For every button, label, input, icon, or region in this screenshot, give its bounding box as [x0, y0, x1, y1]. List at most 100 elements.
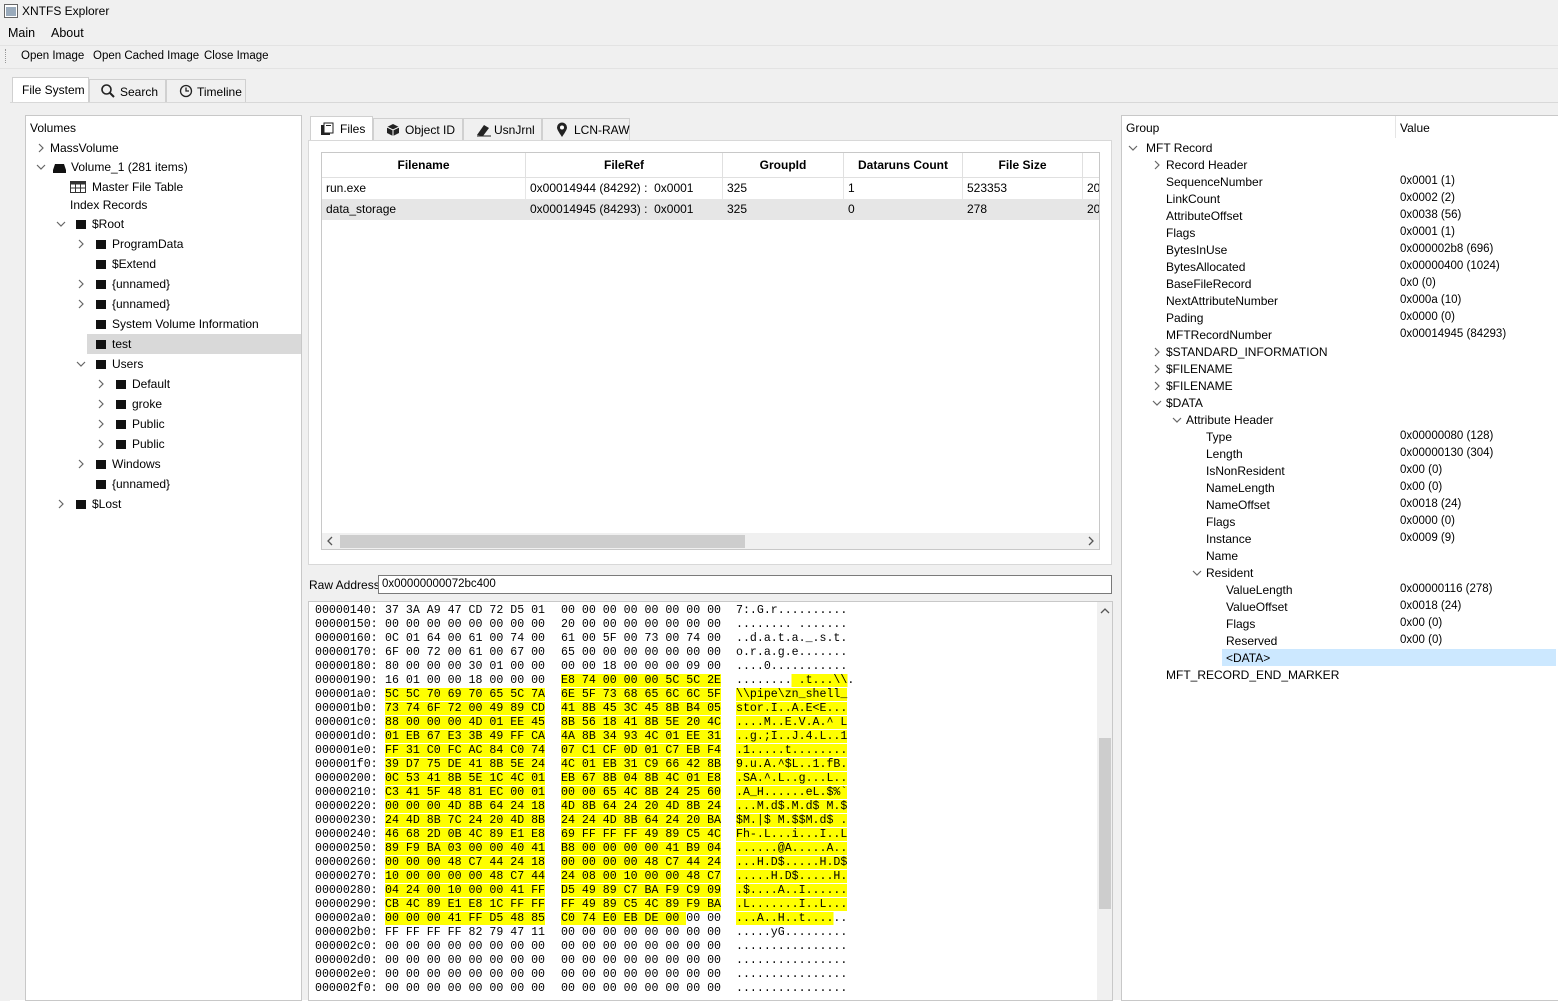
tab-object-id[interactable]: Object ID	[373, 118, 463, 141]
expand-arrow-open[interactable]	[1192, 568, 1202, 578]
expand-arrow-open[interactable]	[56, 219, 66, 229]
tree-node-label[interactable]: System Volume Information	[112, 317, 259, 331]
record-label[interactable]: NameOffset	[1206, 498, 1270, 512]
tree-node-label[interactable]: Master File Table	[92, 180, 184, 194]
tree-node-label[interactable]: MassVolume	[50, 141, 119, 155]
record-label[interactable]: Name	[1206, 549, 1239, 563]
tree-node-label[interactable]: Volume_1 (281 items)	[71, 160, 188, 174]
table-cell[interactable]: 523353	[963, 178, 1083, 199]
record-label[interactable]: Pading	[1166, 311, 1204, 325]
record-label[interactable]: NextAttributeNumber	[1166, 294, 1279, 308]
tree-node-label[interactable]: $Extend	[112, 257, 157, 271]
expand-arrow-open[interactable]	[1128, 143, 1138, 153]
table-cell[interactable]: 325	[723, 199, 844, 220]
table-cell[interactable]: 1	[844, 178, 963, 199]
tree-node-label[interactable]: test	[112, 337, 132, 351]
menu-item[interactable]: About	[51, 26, 84, 40]
scroll-up[interactable]	[1100, 606, 1110, 616]
record-label[interactable]: MFT_RECORD_END_MARKER	[1166, 668, 1340, 682]
record-label[interactable]: Flags	[1226, 617, 1256, 631]
table-cell[interactable]: 0	[844, 199, 963, 220]
table-cell[interactable]: 278	[963, 199, 1083, 220]
expand-arrow-closed[interactable]	[1152, 160, 1162, 170]
tab-search[interactable]: Search	[89, 79, 166, 102]
tree-node-label[interactable]: Index Records	[70, 198, 148, 212]
record-label[interactable]: $FILENAME	[1166, 379, 1233, 393]
expand-arrow-closed[interactable]	[76, 299, 86, 309]
record-label[interactable]: Resident	[1206, 566, 1254, 580]
tree-node-label[interactable]: {unnamed}	[112, 477, 171, 491]
expand-arrow-closed[interactable]	[76, 239, 86, 249]
toolbar-button[interactable]: Open Image	[21, 50, 85, 62]
table-cell[interactable]: 0x00014944 (84292) : 0x0001	[526, 178, 723, 199]
record-label[interactable]: MFTRecordNumber	[1166, 328, 1273, 342]
record-label[interactable]: ValueLength	[1226, 583, 1293, 597]
record-label[interactable]: $DATA	[1166, 396, 1203, 410]
record-label[interactable]: IsNonResident	[1206, 464, 1285, 478]
expand-arrow-closed[interactable]	[76, 279, 86, 289]
record-label[interactable]: Type	[1206, 430, 1233, 444]
record-label[interactable]: LinkCount	[1166, 192, 1221, 206]
expand-arrow-closed[interactable]	[1152, 381, 1162, 391]
record-label[interactable]: AttributeOffset	[1166, 209, 1243, 223]
record-label[interactable]: Flags	[1166, 226, 1196, 240]
record-label[interactable]: NameLength	[1206, 481, 1275, 495]
expand-arrow-closed[interactable]	[56, 499, 66, 509]
tab-file-system[interactable]: File System	[12, 77, 89, 102]
table-cell[interactable]: 20	[1083, 199, 1099, 220]
tree-node-label[interactable]: $Root	[92, 217, 125, 231]
tree-node-label[interactable]: {unnamed}	[112, 297, 171, 311]
expand-arrow-closed[interactable]	[1152, 347, 1162, 357]
scroll-left[interactable]	[325, 536, 335, 546]
tab-timeline[interactable]: Timeline	[166, 79, 246, 102]
expand-arrow-closed[interactable]	[96, 419, 106, 429]
record-label[interactable]: Flags	[1206, 515, 1236, 529]
toolbar-button[interactable]: Open Cached Image	[93, 50, 200, 62]
tree-node-label[interactable]: Default	[132, 377, 171, 391]
record-label[interactable]: $STANDARD_INFORMATION	[1166, 345, 1328, 359]
expand-arrow-closed[interactable]	[96, 399, 106, 409]
tab-files[interactable]: Files	[310, 116, 373, 141]
expand-arrow-closed[interactable]	[1152, 364, 1162, 374]
table-cell[interactable]: 0x00014945 (84293) : 0x0001	[526, 199, 723, 220]
expand-arrow-open[interactable]	[1152, 398, 1162, 408]
record-label[interactable]: MFT Record	[1146, 141, 1213, 155]
tab-usnjrnl[interactable]: UsnJrnl	[463, 118, 542, 141]
expand-arrow-closed[interactable]	[76, 459, 86, 469]
tree-node-label[interactable]: Public	[132, 417, 165, 431]
table-cell[interactable]: data_storage	[322, 199, 526, 220]
expand-arrow-closed[interactable]	[96, 439, 106, 449]
record-label[interactable]: BytesAllocated	[1166, 260, 1246, 274]
expand-arrow-open[interactable]	[36, 162, 46, 172]
record-label[interactable]: Reserved	[1226, 634, 1278, 648]
tab-lcn-raw[interactable]: LCN-RAW	[542, 118, 630, 141]
tree-node-label[interactable]: Public	[132, 437, 165, 451]
record-label[interactable]: Attribute Header	[1186, 413, 1274, 427]
toolbar-button[interactable]: Close Image	[204, 50, 269, 62]
tree-node-label[interactable]: $Lost	[92, 497, 122, 511]
tree-node-label[interactable]: groke	[132, 397, 163, 411]
menu-item[interactable]: Main	[8, 26, 36, 40]
tree-node-label[interactable]: ProgramData	[112, 237, 184, 251]
record-label[interactable]: Record Header	[1166, 158, 1248, 172]
expand-arrow-open[interactable]	[1172, 415, 1182, 425]
tree-node-label[interactable]: Windows	[112, 457, 161, 471]
record-label[interactable]: <DATA>	[1226, 651, 1271, 665]
expand-arrow-closed[interactable]	[96, 379, 106, 389]
raw-address-input[interactable]: 0x00000000072bc400	[378, 575, 1112, 594]
h-scroll-thumb[interactable]	[340, 535, 745, 548]
v-scroll-thumb[interactable]	[1099, 738, 1111, 909]
table-cell[interactable]: run.exe	[322, 178, 526, 199]
record-label[interactable]: SequenceNumber	[1166, 175, 1263, 189]
record-label[interactable]: BytesInUse	[1166, 243, 1228, 257]
table-cell[interactable]: 20	[1083, 178, 1099, 199]
record-label[interactable]: BaseFileRecord	[1166, 277, 1252, 291]
record-label[interactable]: Length	[1206, 447, 1243, 461]
tree-node-label[interactable]: Users	[112, 357, 144, 371]
record-label[interactable]: $FILENAME	[1166, 362, 1233, 376]
scroll-right[interactable]	[1086, 536, 1096, 546]
tree-node-label[interactable]: {unnamed}	[112, 277, 171, 291]
record-label[interactable]: ValueOffset	[1226, 600, 1288, 614]
expand-arrow-open[interactable]	[76, 359, 86, 369]
table-cell[interactable]: 325	[723, 178, 844, 199]
